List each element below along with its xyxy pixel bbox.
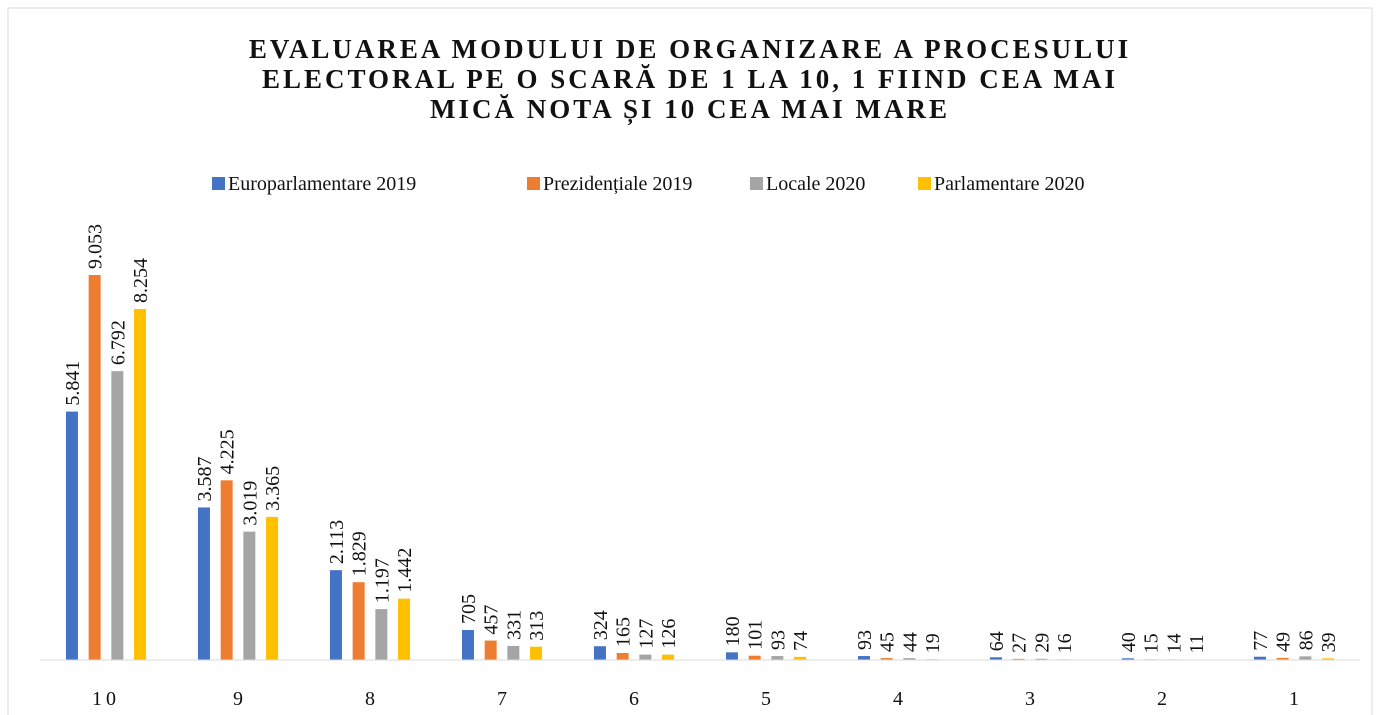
bar [507,645,520,660]
bar [197,507,210,660]
legend-swatch [918,177,931,190]
x-tick-label: 10 [92,688,120,710]
bar [88,275,101,660]
bar [329,570,342,660]
data-label: 2.113 [326,520,348,564]
chart-title: EVALUAREA MODULUI DE ORGANIZARE A PROCES… [249,34,1131,64]
legend-label: Parlamentare 2020 [934,173,1085,195]
data-label: 9.053 [85,224,107,269]
data-label: 86 [1295,630,1317,650]
legend-label: Europarlamentare 2019 [228,173,416,195]
legend-label: Prezidențiale 2019 [543,173,692,195]
data-label: 331 [503,610,525,640]
bar [65,411,78,660]
bar [484,640,497,660]
x-tick-label: 2 [1157,688,1167,710]
bar [220,480,233,660]
data-label: 3.365 [262,466,284,511]
data-label: 1.197 [371,558,393,603]
bar [1322,658,1335,660]
data-label: 101 [745,620,767,650]
bar [593,646,606,660]
bar [111,371,124,660]
bar [639,654,652,660]
bar [1299,656,1312,660]
data-label: 93 [854,630,876,650]
chart-border [7,7,1373,715]
data-label: 165 [613,617,635,647]
data-label: 705 [458,594,480,624]
bar [461,630,474,660]
x-tick-label: 3 [1025,688,1035,710]
data-label: 45 [877,632,899,652]
data-label: 93 [767,630,789,650]
data-label: 19 [922,633,944,653]
data-label: 1.442 [394,548,416,593]
data-label: 457 [481,605,503,635]
data-label: 3.587 [194,456,216,501]
chart-title: MICĂ NOTA ȘI 10 CEA MAI MARE [430,94,950,125]
legend-label: Locale 2020 [766,173,865,195]
x-tick-label: 6 [629,688,639,710]
bar [530,646,543,660]
data-label: 16 [1054,633,1076,653]
bar [1253,656,1266,660]
data-label: 64 [986,631,1008,651]
bar [1276,657,1289,660]
bar [352,582,365,660]
bar [771,656,784,660]
data-label: 14 [1163,633,1185,653]
bar [1012,658,1025,660]
data-label: 49 [1273,632,1295,652]
x-tick-label: 7 [497,688,507,710]
bar [857,656,870,660]
data-label: 127 [635,619,657,649]
data-label: 1.829 [349,531,371,576]
data-label: 6.792 [107,320,129,365]
data-label: 5.841 [62,361,84,406]
x-tick-label: 5 [761,688,771,710]
bar [989,657,1002,660]
bar [903,658,916,660]
data-label: 29 [1031,633,1053,653]
data-label: 77 [1250,631,1272,651]
data-label: 8.254 [130,258,152,303]
x-tick-label: 9 [233,688,243,710]
data-label: 313 [526,611,548,641]
bar [1035,658,1048,660]
data-label: 11 [1186,634,1208,653]
data-label: 324 [590,610,612,640]
data-label: 39 [1318,632,1340,652]
x-tick-label: 4 [893,688,903,710]
data-label: 126 [658,619,680,649]
legend-swatch [527,177,540,190]
bar [398,598,411,660]
bar [266,516,279,660]
legend-swatch [750,177,763,190]
bar [616,652,629,660]
data-label: 15 [1141,633,1163,653]
x-tick-label: 1 [1289,688,1299,710]
bar [880,658,893,660]
bar [794,656,807,660]
bar [662,654,675,660]
chart-title: ELECTORAL PE O SCARĂ DE 1 LA 10, 1 FIIND… [262,64,1118,94]
bar [748,655,761,660]
bar [1121,658,1134,660]
data-label: 3.019 [239,481,261,526]
bar [375,609,388,660]
data-label: 40 [1118,632,1140,652]
data-label: 180 [722,616,744,646]
data-label: 4.225 [217,429,239,474]
data-label: 44 [899,632,921,652]
bar [134,308,147,660]
bar [243,531,256,660]
data-label: 27 [1009,633,1031,653]
bar [725,652,738,660]
legend-swatch [212,177,225,190]
x-tick-label: 8 [365,688,375,710]
data-label: 74 [790,631,812,651]
